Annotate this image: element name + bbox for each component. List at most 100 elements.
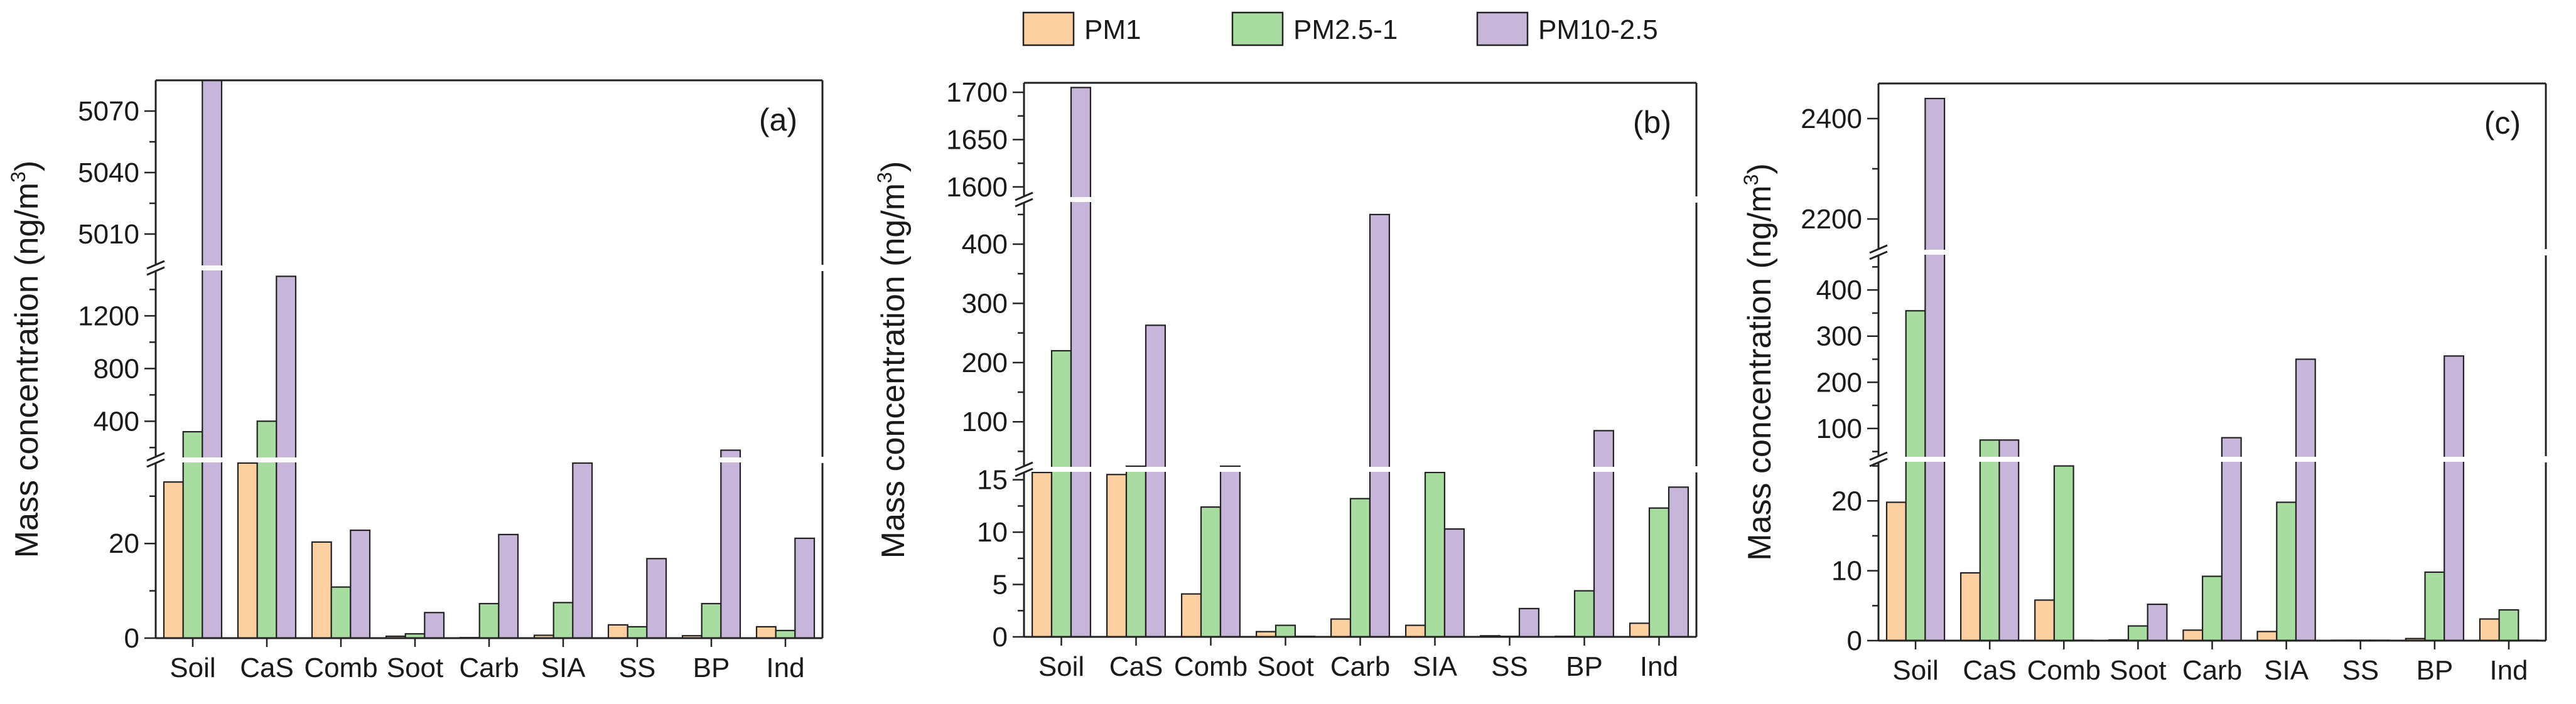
bar-pm1-soil (1031, 471, 1053, 638)
bar-pm2_5-1-soil (1050, 349, 1072, 638)
y-axis-title-text: Mass concentration (875, 267, 912, 558)
y-axis-unit: (ng/m (1742, 185, 1778, 269)
bar-pm10-2_5-carb (498, 533, 519, 639)
bar-pm2_5-1-ind (775, 629, 796, 639)
bar-pm10-2_5-bp (1593, 430, 1614, 638)
bar-pm10-2_5-bp (2444, 355, 2464, 642)
bar-pm10-2_5-cas (1998, 439, 2020, 642)
legend: PM1 PM2.5-1 PM10-2.5 (1022, 11, 1658, 46)
bar-pm2_5-1-comb (330, 586, 352, 639)
bar-pm1-ind (1629, 622, 1651, 638)
bar-pm2_5-1-comb (1200, 506, 1221, 638)
chart-panel-c: 0 10 20 100 200 300 400 2200 2400 Soil CaS Comb Soot… (1740, 82, 2547, 686)
bar-pm1-comb (2034, 599, 2055, 642)
y-tick-label: 800 (94, 353, 139, 384)
x-tick-label-soil: Soil (170, 653, 215, 683)
bar-pm10-2_5-carb (2221, 437, 2242, 642)
legend-label-pm10-2_5: PM10-2.5 (1538, 14, 1658, 45)
bar-pm1-comb (1180, 593, 1202, 638)
x-tick-label-soot: Soot (1257, 651, 1314, 682)
bar-pm2_5-1-soil (182, 430, 203, 639)
y-axis-unit-superscript: 3 (873, 172, 896, 183)
y-tick-label: 20 (109, 528, 139, 559)
x-tick-label-ss: SS (1491, 651, 1528, 682)
bar-pm1-sia (1405, 624, 1426, 638)
bar-pm1-ind (755, 626, 777, 639)
x-tick-label-cas: CaS (1109, 651, 1163, 682)
y-tick-label: 1700 (946, 77, 1008, 108)
bar-pm10-2_5-carb (1369, 213, 1390, 638)
y-axis-title: Mass concentration (ng/m3) (1740, 163, 1778, 560)
x-tick-label-carb: Carb (459, 653, 519, 683)
y-tick-label: 5 (993, 570, 1008, 600)
x-tick-label-carb: Carb (2182, 655, 2242, 686)
bar-pm2_5-1-sia (552, 602, 574, 639)
bar-pm2_5-1-bp (2424, 571, 2445, 642)
y-tick-label: 10 (1831, 556, 1862, 587)
bar-pm10-2_5-soot (424, 612, 445, 639)
bar-pm10-2_5-soil (1070, 87, 1091, 638)
y-axis-title: Mass concentration (ng/m3) (873, 161, 912, 558)
bar-pm10-2_5-cas (276, 275, 297, 639)
bar-pm1-soil (1885, 501, 1907, 642)
x-tick-label-ss: SS (2342, 655, 2379, 686)
y-axis-title: Mass concentration (ng/m3) (7, 161, 45, 558)
bar-pm1-comb (311, 541, 332, 639)
panel-label: (b) (1633, 105, 1671, 140)
y-tick-label: 0 (124, 623, 139, 654)
y-axis-title-text: Mass concentration (9, 266, 45, 558)
x-tick-label-cas: CaS (240, 653, 294, 683)
axis-break-gap (1860, 250, 2546, 255)
x-tick-label-comb: Comb (1174, 651, 1248, 682)
axis-break-gap (137, 457, 822, 462)
y-tick-label: 300 (962, 288, 1008, 319)
legend-swatch-pm10-2_5 (1476, 11, 1529, 46)
x-tick-label-bp: BP (1566, 651, 1603, 682)
bar-pm2_5-1-soot (2127, 625, 2148, 642)
panel-label: (c) (2484, 105, 2521, 141)
y-tick-label: 2200 (1801, 204, 1862, 235)
chart-panel-a: 0 20 400 800 1200 5010 5040 5070 Soil CaS Comb Soot… (7, 79, 824, 683)
bar-pm2_5-1-comb (2053, 465, 2074, 642)
x-tick-label-ss: SS (619, 653, 656, 683)
bar-pm10-2_5-ind (1668, 486, 1689, 638)
bar-pm2_5-1-soot (1275, 624, 1296, 638)
x-tick-label-soot: Soot (387, 653, 444, 683)
legend-swatch-pm1 (1022, 11, 1075, 46)
bar-pm10-2_5-comb (1219, 465, 1241, 638)
y-axis-unit-close: ) (1742, 163, 1778, 174)
y-tick-label: 2400 (1801, 104, 1862, 134)
bar-pm1-cas (1960, 572, 1981, 642)
x-tick-label-ind: Ind (766, 653, 804, 683)
chart-panel-b: 0 5 10 15 100 200 300 400 1600 1650 1700 Soil CaS Com… (873, 77, 1698, 682)
bar-pm2_5-1-ss (627, 626, 648, 639)
y-tick-label: 0 (1847, 626, 1862, 656)
y-tick-label: 15 (977, 465, 1008, 496)
bar-pm1-carb (2182, 629, 2204, 642)
x-tick-label-ind: Ind (1640, 651, 1678, 682)
y-axis-unit: (ng/m (9, 183, 45, 266)
bar-pm2_5-1-sia (1424, 471, 1445, 638)
x-tick-label-sia: SIA (1413, 651, 1458, 682)
y-tick-label: 1650 (946, 125, 1008, 156)
y-axis-unit: (ng/m (875, 183, 912, 267)
bar-pm10-2_5-sia (572, 462, 593, 639)
bar-pm2_5-1-ind (1648, 507, 1669, 638)
bar-pm1-cas (1106, 474, 1128, 638)
x-tick-label-sia: SIA (541, 653, 586, 683)
axis-break-gap (1860, 457, 2546, 462)
bar-pm2_5-1-carb (1349, 498, 1371, 638)
bar-pm10-2_5-sia (1443, 528, 1465, 638)
axis-break-gap (1005, 197, 1696, 202)
axis-break-gap (1005, 467, 1696, 472)
bar-pm1-ind (2479, 618, 2500, 642)
bar-pm10-2_5-bp (720, 449, 741, 639)
y-tick-label: 1200 (78, 301, 139, 331)
bar-pm2_5-1-cas (1125, 465, 1146, 638)
bar-pm10-2_5-comb (350, 529, 371, 639)
x-tick-label-ind: Ind (2489, 655, 2528, 686)
x-tick-label-cas: CaS (1963, 655, 2017, 686)
y-tick-label: 400 (962, 229, 1008, 260)
